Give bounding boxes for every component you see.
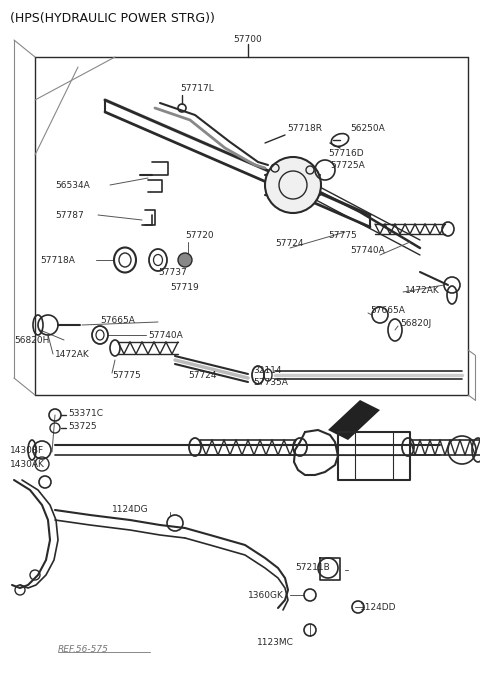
Text: 53725: 53725: [68, 421, 96, 430]
Circle shape: [178, 253, 192, 267]
Text: 57735A: 57735A: [253, 377, 288, 386]
Text: 56820J: 56820J: [400, 319, 431, 327]
Text: 1472AK: 1472AK: [55, 349, 90, 358]
Text: 53371C: 53371C: [68, 408, 103, 417]
Text: 57724: 57724: [275, 239, 303, 248]
Text: 1472AK: 1472AK: [405, 286, 440, 295]
Text: 57719: 57719: [170, 283, 199, 292]
Text: 32114: 32114: [253, 366, 281, 375]
Text: 56250A: 56250A: [350, 124, 385, 133]
Text: 57718A: 57718A: [40, 256, 75, 264]
Text: 1360GK: 1360GK: [248, 590, 284, 599]
Text: 1124DG: 1124DG: [112, 506, 149, 514]
Text: 56820H: 56820H: [14, 336, 49, 345]
Text: 1123MC: 1123MC: [257, 638, 293, 647]
Text: 57700: 57700: [234, 35, 263, 44]
Text: 57665A: 57665A: [370, 306, 405, 314]
Text: 1430AK: 1430AK: [10, 460, 45, 469]
Polygon shape: [328, 400, 380, 440]
Text: 56534A: 56534A: [55, 181, 90, 190]
Text: 57211B: 57211B: [295, 564, 330, 573]
Text: 57665A: 57665A: [100, 316, 135, 325]
Text: 57737: 57737: [158, 268, 187, 277]
Text: 1124DD: 1124DD: [360, 603, 396, 612]
Text: 57724: 57724: [188, 371, 216, 379]
Text: 57787: 57787: [55, 210, 84, 219]
Text: 57775: 57775: [112, 371, 141, 379]
Text: 57740A: 57740A: [350, 246, 385, 255]
Text: REF.56-575: REF.56-575: [58, 645, 109, 654]
Circle shape: [265, 157, 321, 213]
Text: 57740A: 57740A: [148, 330, 183, 340]
Text: 1430BF: 1430BF: [10, 445, 44, 455]
Text: 57720: 57720: [185, 231, 214, 240]
Text: 57718R: 57718R: [287, 124, 322, 133]
Text: 57716D: 57716D: [328, 149, 364, 158]
Text: 57717L: 57717L: [180, 84, 214, 93]
Text: (HPS(HYDRAULIC POWER STRG)): (HPS(HYDRAULIC POWER STRG)): [10, 12, 215, 25]
Text: 57725A: 57725A: [330, 161, 365, 170]
Text: 57775: 57775: [328, 231, 357, 240]
